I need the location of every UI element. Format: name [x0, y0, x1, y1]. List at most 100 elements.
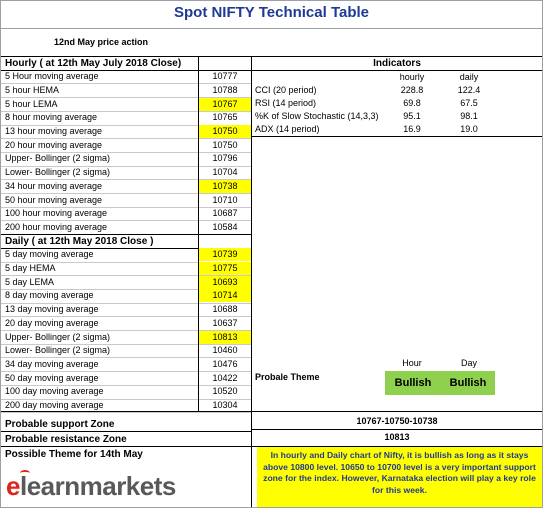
theme-col-hour: Hour: [402, 358, 422, 368]
support-label: Probable support Zone: [5, 419, 115, 430]
daily-row-value: 10739: [199, 248, 251, 262]
hourly-row-label: 5 hour LEMA: [5, 98, 58, 109]
daily-row-divider: [1, 412, 251, 414]
daily-row-divider: [1, 357, 251, 359]
daily-row-divider: [1, 371, 251, 373]
theme-col-day: Day: [460, 358, 477, 368]
hourly-row-value: 10750: [212, 139, 238, 150]
hourly-row-divider: [1, 165, 251, 167]
daily-header-bottom-border: [1, 247, 251, 249]
hourly-row-value: 10777: [212, 71, 238, 82]
daily-row-label: 20 day moving average: [5, 317, 99, 328]
indicator-hourly-value: 95.1: [403, 111, 421, 121]
hourly-row-label: 50 hour moving average: [5, 194, 103, 205]
daily-row-value: 10304: [212, 400, 238, 410]
daily-row-label: 34 day moving average: [5, 358, 99, 369]
hourly-row-label: Lower- Bollinger (2 sigma): [5, 167, 111, 178]
theme-label: Probale Theme: [255, 372, 320, 382]
hourly-row-divider: [1, 124, 251, 126]
daily-row-divider: [1, 275, 251, 277]
title-divider: [1, 28, 542, 29]
hourly-row-label: 13 hour moving average: [5, 126, 103, 136]
daily-header-top-border: [1, 234, 251, 236]
hourly-row-label: 8 hour moving average: [5, 112, 98, 123]
daily-row-value: 10688: [212, 304, 238, 315]
indicator-daily-value: 122.4: [457, 85, 481, 95]
hourly-row-value: 10767: [199, 97, 251, 111]
hourly-row-label: 34 hour moving average: [5, 180, 103, 191]
hourly-row-divider: [1, 179, 251, 181]
support-value: 10767-10750-10738: [356, 416, 438, 426]
theme-hour-value: Bullish: [385, 371, 441, 395]
daily-row-label: 8 day moving average: [5, 290, 94, 301]
indicators-col-daily: daily: [459, 72, 479, 82]
logo-rest: learnmarkets: [19, 471, 176, 501]
hourly-row-value: 10710: [212, 194, 238, 205]
hourly-row-label: 5 Hour moving average: [5, 71, 99, 82]
daily-row-value: 10714: [199, 289, 251, 303]
hourly-row-label: 5 hour HEMA: [5, 84, 60, 95]
indicators-header-border: [252, 70, 542, 71]
support-row-border: [252, 429, 542, 430]
indicator-hourly-value: 16.9: [403, 124, 421, 134]
hourly-row-value: 10765: [212, 112, 238, 123]
daily-row-value: 10476: [212, 358, 238, 369]
resistance-value: 10813: [384, 432, 410, 442]
hourly-row-value: 10796: [212, 153, 238, 164]
hourly-row-divider: [1, 220, 251, 222]
center-divider: [251, 56, 252, 507]
hourly-row-divider: [1, 193, 251, 194]
daily-header: Daily ( at 12th May 2018 Close ): [5, 236, 154, 248]
indicators-col-hourly: hourly: [399, 72, 425, 82]
hourly-row-value: 10687: [212, 208, 238, 219]
indicator-daily-value: 98.1: [460, 111, 478, 121]
indicator-hourly-value: 69.8: [403, 98, 421, 108]
hourly-row-label: Upper- Bollinger (2 sigma): [5, 153, 111, 164]
subtitle: 12nd May price action: [53, 37, 149, 47]
daily-row-value: 10813: [199, 330, 251, 344]
daily-row-value: 10775: [199, 262, 251, 275]
indicator-label: %K of Slow Stochastic (14,3,3): [255, 111, 379, 121]
daily-row-label: Upper- Bollinger (2 sigma): [5, 331, 111, 342]
hourly-row-label: 200 hour moving average: [5, 221, 108, 232]
indicator-daily-value: 67.5: [460, 98, 478, 108]
daily-row-divider: [1, 261, 251, 263]
daily-row-divider: [1, 316, 251, 318]
hourly-row-label: 100 hour moving average: [5, 208, 108, 219]
hourly-row-divider: [1, 110, 251, 112]
hourly-header-bottom-border: [1, 69, 251, 71]
daily-row-value: 10637: [212, 317, 238, 328]
hourly-row-value: 10788: [212, 84, 238, 95]
daily-row-label: 50 day moving average: [5, 372, 99, 383]
analysis-note: In hourly and Daily chart of Nifty, it i…: [257, 447, 542, 507]
hourly-header: Hourly ( at 12th May July 2018 Close): [5, 58, 182, 69]
indicator-hourly-value: 228.8: [400, 85, 424, 95]
possible-theme-label: Possible Theme for 14th May: [5, 449, 143, 460]
indicators-top-border: [252, 56, 542, 57]
hourly-row-value: 10738: [199, 179, 251, 193]
zones-top-border: [1, 411, 542, 412]
daily-row-divider: [1, 343, 251, 345]
daily-row-label: 5 day HEMA: [5, 263, 56, 273]
hourly-row-divider: [1, 138, 251, 140]
logo-first-letter: e: [6, 471, 20, 501]
indicators-bottom-border: [252, 136, 542, 137]
hourly-header-top-border: [1, 56, 251, 57]
daily-row-value: 10520: [212, 386, 238, 397]
daily-row-value: 10693: [199, 275, 251, 289]
daily-row-divider: [1, 330, 251, 331]
theme-day-value: Bullish: [441, 371, 495, 395]
daily-row-value: 10460: [212, 345, 238, 356]
indicator-daily-value: 19.0: [460, 124, 478, 134]
daily-row-divider: [1, 384, 251, 386]
daily-row-label: 13 day moving average: [5, 304, 99, 315]
hourly-row-divider: [1, 97, 251, 99]
daily-row-label: 5 day LEMA: [5, 276, 55, 287]
elearnmarkets-logo: elearnmarkets: [6, 470, 176, 502]
indicator-label: RSI (14 period): [255, 98, 317, 108]
hourly-row-value: 10704: [212, 167, 238, 178]
daily-row-divider: [1, 302, 251, 304]
left-col-divider: [198, 56, 199, 411]
hourly-row-value: 10584: [212, 221, 238, 232]
